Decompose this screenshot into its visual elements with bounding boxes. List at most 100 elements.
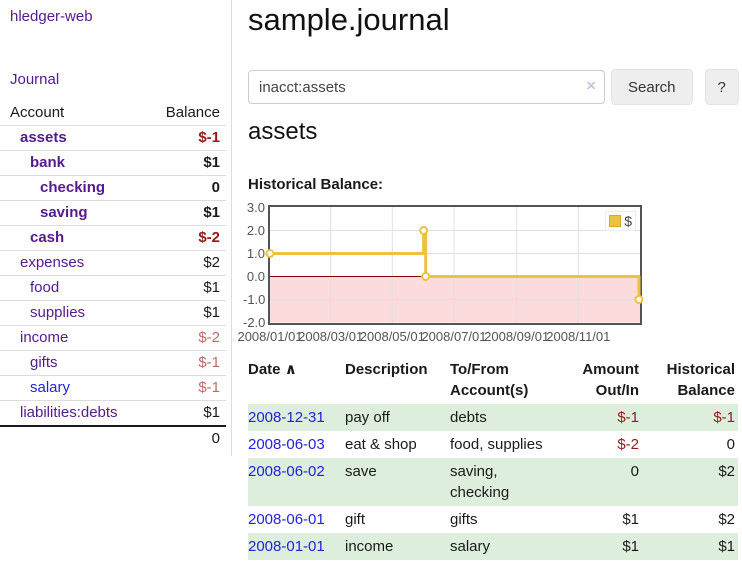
transaction-description: save: [345, 463, 377, 480]
account-balance: $1: [203, 279, 220, 296]
accounts-header-account: Account: [10, 104, 65, 121]
account-link[interactable]: saving: [40, 204, 88, 221]
app-brand-link[interactable]: hledger-web: [10, 8, 93, 25]
account-link[interactable]: liabilities:debts: [20, 404, 118, 421]
register-header-amount: Amount Out/In: [582, 361, 639, 399]
account-link[interactable]: assets: [20, 129, 67, 146]
transaction-balance: $2: [718, 511, 735, 528]
account-link[interactable]: gifts: [30, 354, 58, 371]
account-link[interactable]: supplies: [30, 304, 86, 321]
register-header-date[interactable]: Date ∧: [248, 361, 297, 378]
accounts-total-balance: 0: [211, 430, 220, 447]
account-balance: $-1: [198, 379, 220, 396]
account-link[interactable]: salary: [30, 379, 71, 396]
account-row: checking 0: [0, 175, 226, 201]
register-table: Date ∧ Description To/From Account(s) Am…: [248, 356, 738, 560]
transaction-description: gift: [345, 511, 366, 528]
transaction-balance: $-1: [713, 409, 735, 426]
search-button[interactable]: Search: [611, 69, 693, 105]
accounts-table: Account Balance assets $-1 bank $1 checking 0…: [0, 101, 226, 451]
register-row: 2008-06-03 eat & shop food, supplies $-2 0: [248, 431, 738, 458]
account-row: bank $1: [0, 150, 226, 176]
help-button[interactable]: ?: [704, 69, 739, 105]
accounts-total-row: 0: [0, 426, 226, 451]
main-content: sample.journal × Search ? assets Histori…: [237, 0, 742, 582]
transaction-description: eat & shop: [345, 436, 417, 453]
transaction-amount: $-1: [617, 409, 639, 426]
register-tbody: 2008-12-31 pay off debts $-1 $-1 2008-06-03 ea…: [248, 404, 738, 560]
account-balance: 0: [211, 179, 220, 196]
y-axis-tick-label: 3.0: [246, 199, 265, 215]
x-axis-tick-label: 2008/09/01: [484, 329, 550, 344]
transaction-amount: $-2: [617, 436, 639, 453]
account-row: food $1: [0, 275, 226, 301]
sort-ascending-icon: ∧: [284, 361, 297, 378]
accounts-header-balance: Balance: [165, 104, 220, 121]
account-row: liabilities:debts $1: [0, 400, 226, 427]
transaction-date-link[interactable]: 2008-06-03: [248, 436, 325, 453]
account-balance: $2: [203, 254, 220, 271]
account-row: assets $-1: [0, 125, 226, 151]
register-header-balance: Historical Balance: [666, 361, 735, 399]
register-header-accounts: To/From Account(s): [450, 361, 529, 399]
chart-title: Historical Balance:: [248, 176, 384, 193]
series-swatch-icon: [609, 215, 622, 227]
account-link[interactable]: income: [20, 329, 69, 346]
account-row: salary $-1: [0, 375, 226, 401]
account-balance: $-2: [198, 329, 220, 346]
transaction-date-link[interactable]: 2008-12-31: [248, 409, 325, 426]
account-row: income $-2: [0, 325, 226, 351]
clear-search-icon[interactable]: ×: [586, 76, 596, 95]
account-row: supplies $1: [0, 300, 226, 326]
register-row: 2008-06-02 save saving, checking 0 $2: [248, 458, 738, 506]
account-link[interactable]: cash: [30, 229, 65, 246]
y-axis-tick-label: 1.0: [246, 245, 265, 261]
account-link[interactable]: checking: [40, 179, 106, 196]
y-axis-tick-label: -2.0: [243, 314, 266, 330]
series-label: $: [624, 213, 632, 229]
accounts-tbody: assets $-1 bank $1 checking 0 saving $1 cash $-2 e…: [0, 125, 226, 427]
y-axis-tick-label: 0.0: [246, 268, 265, 284]
transaction-date-link[interactable]: 2008-01-01: [248, 538, 325, 555]
account-row: expenses $2: [0, 250, 226, 276]
account-balance: $1: [203, 304, 220, 321]
register-header-description: Description: [345, 361, 428, 378]
transaction-amount: $1: [622, 511, 639, 528]
x-axis-tick-label: 2008/07/01: [421, 329, 487, 344]
transaction-accounts: gifts: [450, 511, 478, 528]
search-row: × Search ?: [248, 69, 739, 105]
sidebar-item-journal[interactable]: Journal: [10, 71, 60, 88]
account-row: cash $-2: [0, 225, 226, 251]
register-row: 2008-12-31 pay off debts $-1 $-1: [248, 404, 738, 431]
transaction-date-link[interactable]: 2008-06-01: [248, 511, 325, 528]
sidebar: hledger-web Journal Account Balance asse…: [0, 0, 232, 456]
transaction-balance: $1: [718, 538, 735, 555]
transaction-date-link[interactable]: 2008-06-02: [248, 463, 325, 480]
account-row: saving $1: [0, 200, 226, 226]
account-link[interactable]: bank: [30, 154, 66, 171]
transaction-accounts: food, supplies: [450, 436, 543, 453]
transaction-amount: $1: [622, 538, 639, 555]
x-axis-tick-label: 2008/05/01: [359, 329, 425, 344]
account-balance: $1: [203, 204, 220, 221]
account-link[interactable]: food: [30, 279, 60, 296]
y-axis-tick-label: 2.0: [246, 222, 265, 238]
chart-plot-area[interactable]: $: [265, 205, 644, 325]
search-input-wrap: ×: [248, 70, 605, 104]
account-balance: $-2: [198, 229, 220, 246]
transaction-balance: 0: [726, 436, 735, 453]
account-balance: $-1: [198, 129, 220, 146]
search-input[interactable]: [248, 70, 605, 104]
account-section-title: assets: [248, 118, 318, 145]
account-balance: $1: [203, 154, 220, 171]
transaction-description: pay off: [345, 409, 390, 426]
register-header-row: Date ∧ Description To/From Account(s) Am…: [248, 356, 738, 404]
page-title: sample.journal: [248, 2, 450, 37]
transaction-balance: $2: [718, 463, 735, 480]
transaction-amount: 0: [630, 463, 639, 480]
account-link[interactable]: expenses: [20, 254, 85, 271]
register-row: 2008-01-01 income salary $1 $1: [248, 533, 738, 560]
y-axis-tick-label: -1.0: [243, 291, 266, 307]
chart-legend: $: [605, 211, 636, 231]
